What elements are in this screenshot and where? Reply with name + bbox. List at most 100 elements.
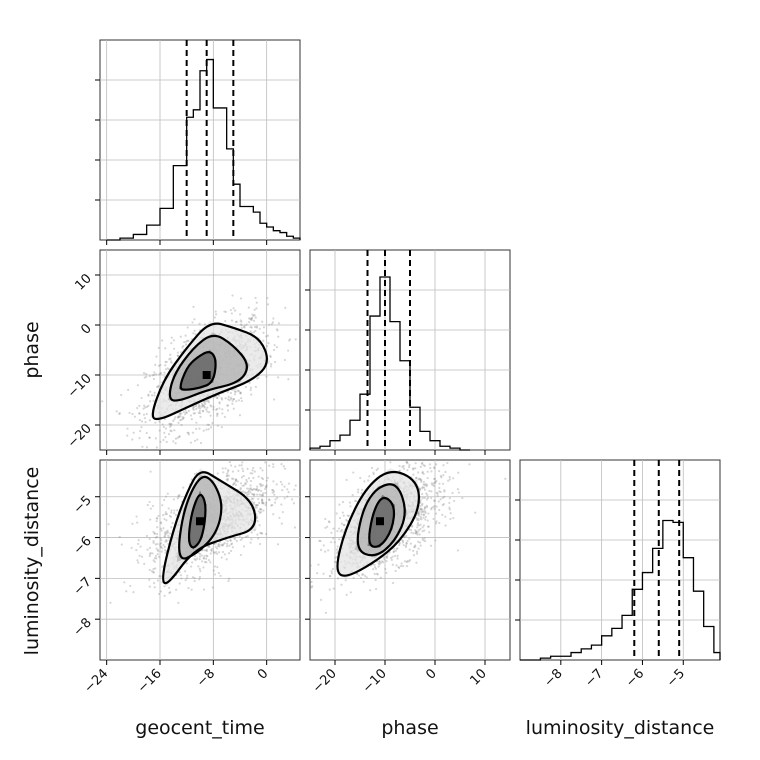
sample-point — [145, 446, 149, 449]
sample-point — [373, 572, 376, 576]
panel-content — [310, 453, 507, 614]
sample-point — [429, 544, 433, 547]
sample-point — [175, 588, 178, 591]
sample-point — [441, 503, 444, 507]
sample-point — [406, 469, 409, 472]
sample-point — [438, 508, 441, 512]
sample-point — [225, 475, 228, 478]
sample-point — [173, 418, 176, 421]
sample-point — [422, 539, 425, 542]
sample-point — [396, 557, 399, 560]
sample-point — [179, 419, 182, 422]
sample-point — [193, 576, 196, 580]
sample-point — [264, 503, 267, 507]
sample-point — [193, 472, 196, 476]
sample-point — [176, 436, 179, 439]
sample-point — [272, 317, 275, 320]
sample-point — [262, 502, 265, 505]
sample-point — [433, 477, 437, 480]
sample-point — [253, 326, 257, 329]
sample-point — [232, 483, 235, 486]
sample-point — [256, 533, 259, 536]
sample-point — [152, 559, 155, 562]
sample-point — [253, 308, 256, 311]
sample-point — [275, 346, 279, 349]
sample-point — [192, 406, 195, 409]
sample-point — [226, 479, 229, 482]
sample-point — [209, 426, 213, 429]
sample-point — [257, 475, 260, 478]
sample-point — [152, 571, 155, 574]
sample-point — [414, 545, 417, 548]
sample-point — [444, 524, 447, 527]
sample-point — [422, 480, 426, 484]
sample-point — [154, 421, 157, 424]
sample-point — [225, 558, 228, 561]
sample-point — [413, 545, 416, 549]
sample-point — [383, 558, 386, 561]
sample-point — [375, 572, 378, 575]
sample-point — [385, 555, 388, 559]
sample-point — [233, 393, 237, 396]
sample-point — [435, 479, 438, 483]
sample-point — [168, 591, 171, 595]
sample-point — [233, 390, 237, 393]
sample-point — [225, 478, 228, 481]
sample-point — [244, 491, 247, 494]
sample-point — [252, 488, 255, 491]
sample-point — [354, 499, 357, 502]
sample-point — [245, 492, 248, 495]
sample-point — [159, 575, 162, 578]
sample-point — [399, 564, 403, 568]
sample-point — [224, 397, 227, 400]
sample-point — [448, 506, 451, 509]
sample-point — [255, 325, 258, 328]
sample-point — [280, 463, 283, 466]
sample-point — [411, 467, 415, 470]
scatter-panel-phase-luminosity-distance: −20 −10 0 10 — [305, 453, 511, 696]
sample-point — [420, 515, 423, 519]
sample-point — [164, 540, 167, 543]
contour-line — [336, 470, 421, 577]
sample-point — [160, 522, 163, 525]
sample-point — [143, 404, 146, 407]
sample-point — [201, 560, 204, 563]
sample-point — [446, 461, 449, 465]
sample-point — [152, 530, 155, 533]
sample-point — [274, 498, 277, 501]
sample-point — [389, 461, 392, 464]
sample-point — [441, 496, 444, 499]
sample-point — [230, 319, 234, 322]
sample-point — [428, 489, 431, 493]
sample-point — [375, 453, 377, 455]
sample-point — [165, 360, 168, 364]
sample-point — [385, 560, 388, 563]
sample-point — [200, 405, 204, 408]
sample-point — [414, 462, 417, 465]
sample-point — [417, 547, 420, 550]
sample-point — [388, 551, 391, 554]
sample-point — [423, 488, 427, 491]
sample-point — [451, 456, 453, 458]
sample-point — [261, 501, 264, 504]
panel-content — [101, 294, 297, 449]
sample-point — [255, 488, 259, 491]
sample-point — [269, 354, 272, 357]
sample-point — [242, 469, 245, 473]
sample-point — [215, 547, 219, 550]
sample-point — [165, 532, 168, 535]
sample-point — [148, 537, 151, 541]
sample-point — [434, 539, 437, 542]
sample-point — [239, 488, 242, 491]
sample-point — [170, 429, 173, 433]
sample-point — [232, 398, 235, 401]
sample-point — [209, 552, 212, 555]
sample-point — [237, 390, 241, 393]
sample-point — [235, 539, 238, 543]
sample-point — [204, 399, 208, 403]
sample-point — [159, 542, 162, 545]
sample-point — [426, 525, 430, 528]
sample-point — [265, 532, 268, 536]
sample-point — [457, 471, 460, 474]
